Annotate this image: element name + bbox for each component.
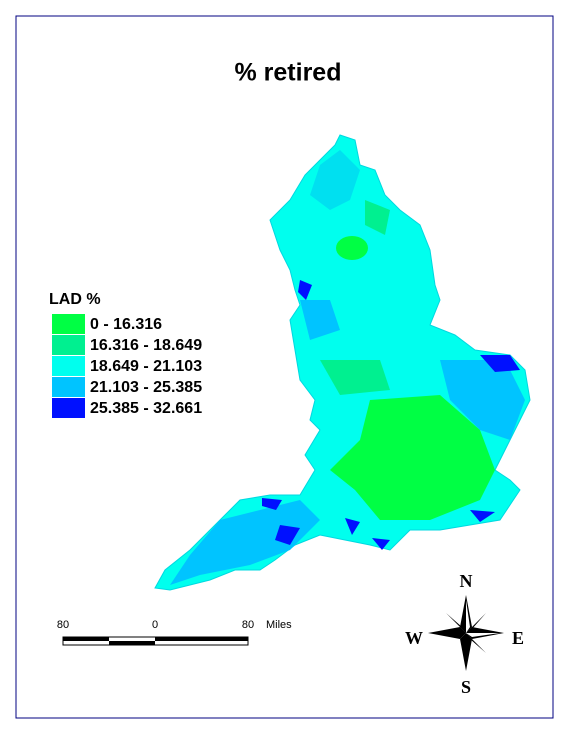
legend-swatch (52, 398, 85, 418)
region (345, 518, 360, 535)
scale-unit: Miles (266, 619, 292, 631)
region (300, 300, 340, 340)
scale-bar-segment (63, 637, 109, 641)
compass-label: S (461, 677, 471, 697)
compass-highlight (466, 600, 470, 633)
map-title: % retired (235, 59, 342, 87)
region (262, 498, 282, 510)
compass-point (446, 613, 466, 633)
region (170, 500, 320, 585)
legend-swatch (52, 314, 85, 334)
scale-bar-segment (155, 637, 248, 641)
region (365, 200, 390, 235)
compass-label: N (460, 571, 473, 591)
legend-label: 0 - 16.316 (90, 316, 162, 333)
region (470, 510, 495, 522)
legend-label: 25.385 - 32.661 (90, 400, 202, 417)
scale-label: 80 (57, 619, 69, 631)
legend: 0 - 16.316 16.316 - 18.649 18.649 - 21.103… (52, 314, 202, 418)
scale-label: 80 (242, 619, 254, 631)
compass-label: E (512, 628, 524, 648)
scale-label: 0 (152, 619, 158, 631)
region (480, 355, 520, 372)
legend-label: 21.103 - 25.385 (90, 379, 202, 396)
region (336, 236, 368, 260)
scale-bar: 80 0 80 Miles (57, 619, 292, 646)
compass-point (466, 613, 486, 633)
legend-swatch (52, 356, 85, 376)
region (440, 360, 525, 440)
compass-point (466, 633, 486, 653)
compass-highlight (466, 633, 500, 637)
region (310, 150, 360, 210)
region (298, 280, 312, 300)
compass: N S W E (405, 571, 524, 697)
legend-label: 16.316 - 18.649 (90, 337, 202, 354)
region (320, 360, 390, 395)
legend-title: LAD % (49, 291, 101, 308)
scale-bar-segment (109, 641, 155, 645)
legend-swatch (52, 377, 85, 397)
legend-label: 18.649 - 21.103 (90, 358, 202, 375)
region (275, 525, 300, 545)
england-map (154, 134, 531, 591)
compass-point (428, 627, 466, 639)
compass-label: W (405, 628, 423, 648)
legend-swatch (52, 335, 85, 355)
region (372, 538, 390, 550)
region (330, 395, 495, 520)
compass-point (460, 633, 472, 671)
